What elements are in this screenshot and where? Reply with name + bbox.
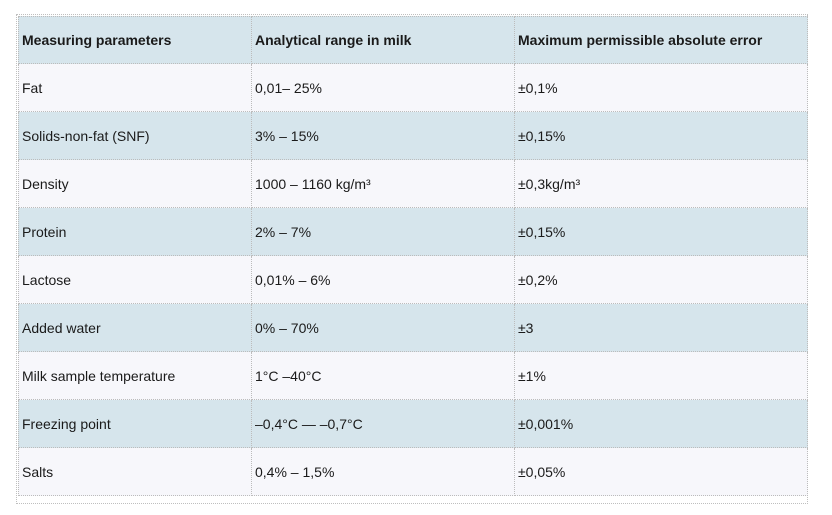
cell-error: ±0,001% [515,400,808,448]
cell-parameter: Freezing point [18,400,252,448]
table-row: Density 1000 – 1160 kg/m³ ±0,3kg/m³ [18,160,808,208]
cell-error: ±0,2% [515,256,808,304]
cell-error: ±0,15% [515,112,808,160]
table-header-row: Measuring parameters Analytical range in… [18,16,808,64]
cell-range: 0% – 70% [252,304,515,352]
cell-parameter: Fat [18,64,252,112]
cell-error: ±0,1% [515,64,808,112]
cell-parameter: Density [18,160,252,208]
table-row: Protein 2% – 7% ±0,15% [18,208,808,256]
cell-error: ±0,05% [515,448,808,496]
cell-error: ±1% [515,352,808,400]
cell-range: 1°C –40°C [252,352,515,400]
cell-range: 3% – 15% [252,112,515,160]
cell-parameter: Salts [18,448,252,496]
cell-parameter: Lactose [18,256,252,304]
table-row: Milk sample temperature 1°C –40°C ±1% [18,352,808,400]
cell-error: ±0,3kg/m³ [515,160,808,208]
cell-range: 0,01– 25% [252,64,515,112]
table-row: Solids-non-fat (SNF) 3% – 15% ±0,15% [18,112,808,160]
cell-parameter: Protein [18,208,252,256]
header-analytical-range: Analytical range in milk [252,16,515,64]
header-max-error: Maximum permissible absolute error [515,16,808,64]
table-row: Lactose 0,01% – 6% ±0,2% [18,256,808,304]
cell-range: 0,01% – 6% [252,256,515,304]
table-row: Fat 0,01– 25% ±0,1% [18,64,808,112]
table-row: Added water 0% – 70% ±3 [18,304,808,352]
table-row: Salts 0,4% – 1,5% ±0,05% [18,448,808,496]
header-measuring-parameters: Measuring parameters [18,16,252,64]
cell-range: 1000 – 1160 kg/m³ [252,160,515,208]
cell-parameter: Added water [18,304,252,352]
milk-parameters-table: Measuring parameters Analytical range in… [18,16,808,496]
cell-range: –0,4°C — –0,7°C [252,400,515,448]
table-row: Freezing point –0,4°C — –0,7°C ±0,001% [18,400,808,448]
cell-error: ±3 [515,304,808,352]
cell-parameter: Solids-non-fat (SNF) [18,112,252,160]
cell-error: ±0,15% [515,208,808,256]
cell-range: 2% – 7% [252,208,515,256]
cell-range: 0,4% – 1,5% [252,448,515,496]
cell-parameter: Milk sample temperature [18,352,252,400]
